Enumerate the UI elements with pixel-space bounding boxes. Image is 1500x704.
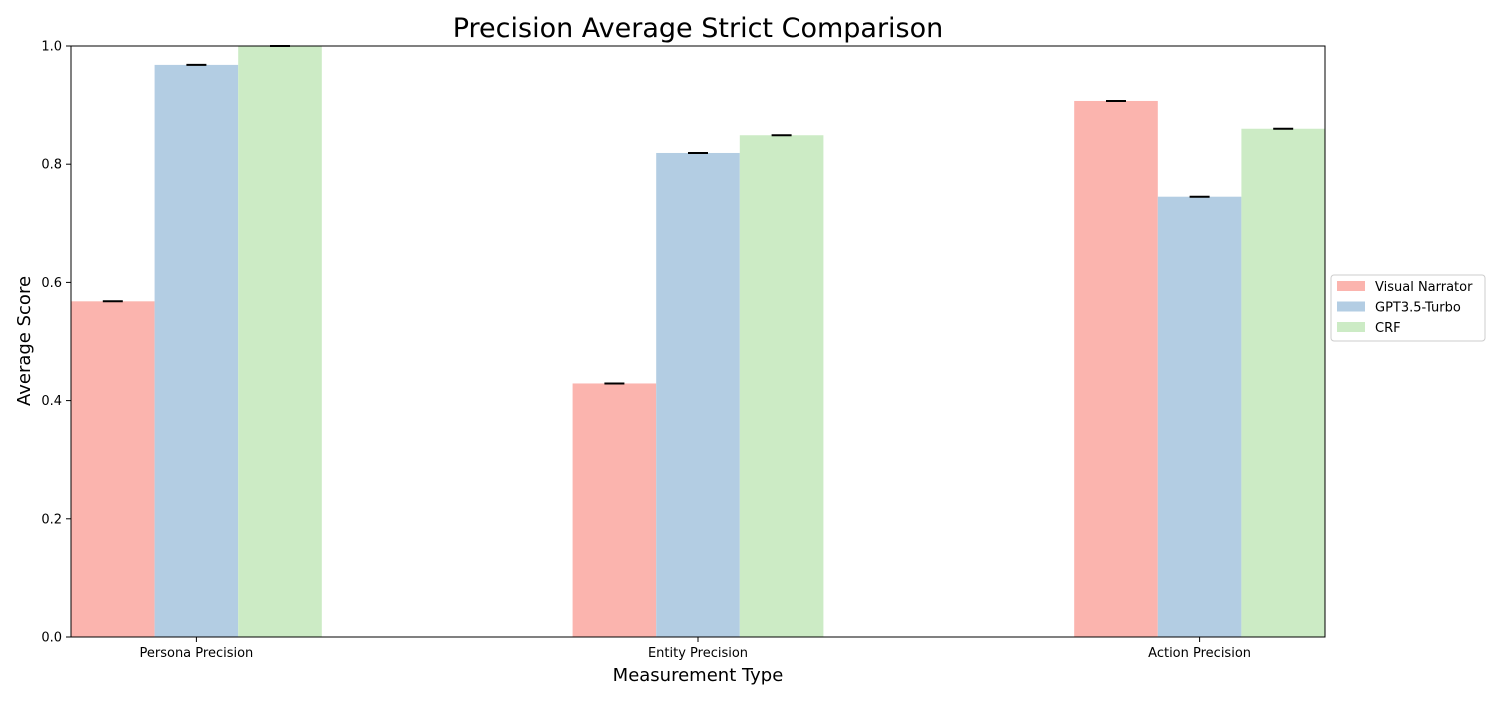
y-axis: 0.0 0.2 0.4 0.6 0.8 1.0 (41, 40, 71, 646)
y-tick-label: 1.0 (41, 40, 62, 55)
bar (238, 46, 322, 637)
bar (739, 135, 824, 637)
bar (1157, 196, 1242, 637)
bar (1074, 100, 1158, 637)
legend-label: GPT3.5-Turbo (1375, 301, 1461, 316)
legend: Visual Narrator GPT3.5-Turbo CRF (1330, 274, 1486, 342)
y-tick-label: 0.2 (41, 512, 62, 527)
legend-label: Visual Narrator (1375, 280, 1473, 295)
legend-swatch (1337, 281, 1365, 291)
bar (572, 383, 657, 637)
bar (154, 64, 239, 638)
y-tick-label: 0.4 (41, 394, 62, 409)
y-tick-label: 0.6 (41, 276, 62, 291)
x-tick-label: Persona Precision (140, 646, 254, 661)
legend-label: CRF (1375, 321, 1401, 336)
y-axis-label: Average Score (14, 276, 35, 406)
x-axis: Persona Precision Entity Precision Action … (140, 637, 1251, 661)
legend-swatch (1337, 322, 1365, 332)
chart-title: Precision Average Strict Comparison (453, 13, 944, 44)
legend-swatch (1337, 301, 1365, 312)
y-tick-label: 0.0 (41, 631, 62, 646)
x-tick-label: Action Precision (1148, 646, 1251, 661)
legend-frame (1330, 274, 1486, 342)
bar (656, 152, 740, 637)
bar (1241, 128, 1325, 638)
x-tick-label: Entity Precision (648, 646, 748, 661)
x-axis-label: Measurement Type (613, 665, 784, 686)
y-tick-label: 0.8 (41, 158, 62, 173)
plot-area (71, 45, 1325, 638)
bar (71, 301, 155, 637)
